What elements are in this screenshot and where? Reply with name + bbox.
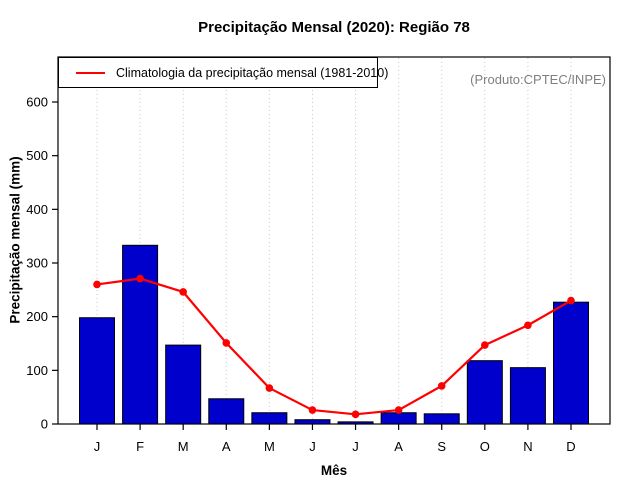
climatology-point-8 <box>394 406 403 414</box>
x-tick-label: J <box>352 439 359 454</box>
bar-8 <box>380 412 417 425</box>
y-tick-label: 300 <box>26 256 48 271</box>
x-tick-label: N <box>523 439 532 454</box>
legend: Climatologia da precipitação mensal (198… <box>58 57 388 88</box>
climatology-point-6 <box>308 406 317 414</box>
bar-4 <box>208 398 245 425</box>
bar-3 <box>165 344 202 425</box>
climatology-point-11 <box>524 321 532 330</box>
y-tick-label: 500 <box>26 148 48 163</box>
climatology-point-5 <box>265 384 274 392</box>
climatology-point-3 <box>179 288 187 296</box>
x-tick-label: M <box>178 439 189 454</box>
legend-label: Climatologia da precipitação mensal (198… <box>116 65 389 80</box>
bar-11 <box>509 367 546 425</box>
x-tick-label: S <box>437 439 446 454</box>
climatology-point-4 <box>222 339 231 347</box>
climatology-point-2 <box>136 274 144 283</box>
climatology-line <box>96 277 572 416</box>
climatology-point-9 <box>437 382 446 390</box>
y-tick-label: 400 <box>26 202 48 217</box>
climatology-point-10 <box>481 341 489 349</box>
bar-10 <box>466 360 503 425</box>
x-tick-label: J <box>309 439 316 454</box>
y-tick-label: 200 <box>26 309 48 324</box>
climatology-point-12 <box>567 296 575 305</box>
x-tick-label: F <box>136 439 144 454</box>
chart-title: Precipitação Mensal (2020): Região 78 <box>198 19 470 36</box>
bar-12 <box>553 301 589 425</box>
bar-1 <box>79 317 115 425</box>
x-tick-label: M <box>264 439 275 454</box>
legend-line-icon <box>76 71 105 74</box>
x-tick-label: A <box>222 439 231 454</box>
climatology-point-7 <box>351 410 360 419</box>
climatology-point-1 <box>93 280 101 289</box>
y-tick-label: 0 <box>41 417 48 432</box>
bar-5 <box>251 412 288 425</box>
bar-6 <box>294 419 331 425</box>
y-tick-label: 600 <box>26 95 48 110</box>
x-axis-label: Mês <box>320 463 348 478</box>
bar-9 <box>423 413 460 425</box>
x-tick-label: A <box>394 439 403 454</box>
x-tick-label: O <box>480 439 490 454</box>
x-tick-label: D <box>566 439 575 454</box>
bar-2 <box>122 244 159 425</box>
x-tick-label: J <box>94 439 101 454</box>
y-tick-label: 100 <box>26 363 48 378</box>
product-annotation: (Produto:CPTEC/INPE) <box>470 72 606 87</box>
